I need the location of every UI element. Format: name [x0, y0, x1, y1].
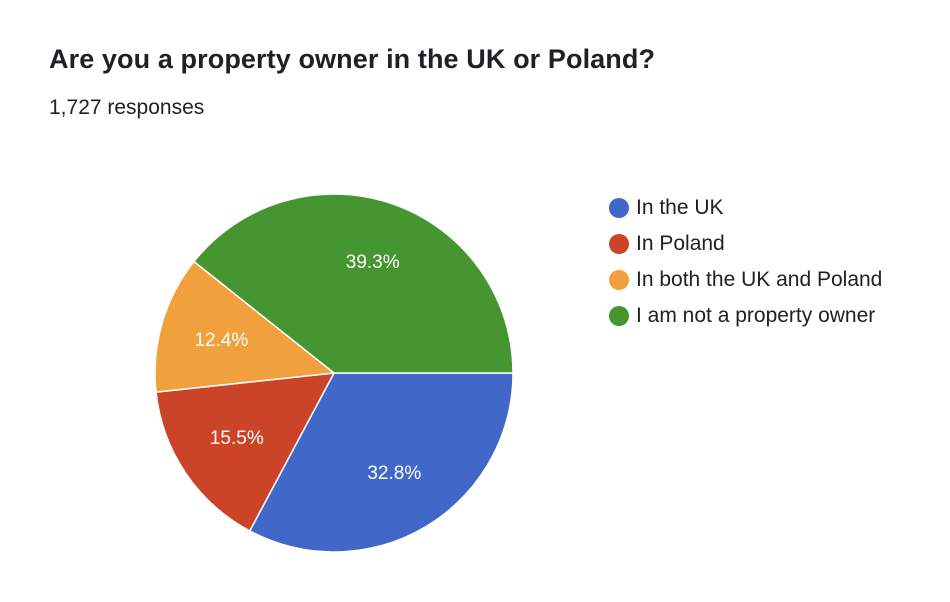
response-count: 1,727 responses — [49, 96, 205, 119]
pie-slice-label-1: 15.5% — [210, 428, 264, 449]
legend-item-0[interactable]: In the UK — [609, 190, 882, 226]
legend-label-3: I am not a property owner — [636, 304, 876, 327]
legend-item-2[interactable]: In both the UK and Poland — [609, 262, 882, 298]
pie-slice-3[interactable] — [193, 193, 514, 374]
pie-slice-0[interactable] — [248, 372, 514, 553]
chart-title: Are you a property owner in the UK or Po… — [49, 44, 656, 74]
pie-slice-label-2: 12.4% — [194, 330, 248, 351]
pie-slice-1[interactable] — [155, 372, 335, 532]
chart-legend: In the UK In Poland In both the UK and Pol… — [609, 190, 882, 334]
legend-item-1[interactable]: In Poland — [609, 226, 882, 262]
pie-slice-2[interactable] — [154, 260, 335, 393]
legend-swatch-0 — [609, 198, 629, 218]
legend-label-2: In both the UK and Poland — [636, 268, 883, 291]
legend-item-3[interactable]: I am not a property owner — [609, 298, 882, 334]
pie-slice-label-0: 32.8% — [367, 463, 421, 484]
legend-label-0: In the UK — [636, 196, 724, 219]
legend-label-1: In Poland — [636, 232, 725, 255]
pie-slice-label-3: 39.3% — [346, 252, 400, 273]
legend-swatch-2 — [609, 270, 629, 290]
legend-swatch-3 — [609, 306, 629, 326]
legend-swatch-1 — [609, 234, 629, 254]
